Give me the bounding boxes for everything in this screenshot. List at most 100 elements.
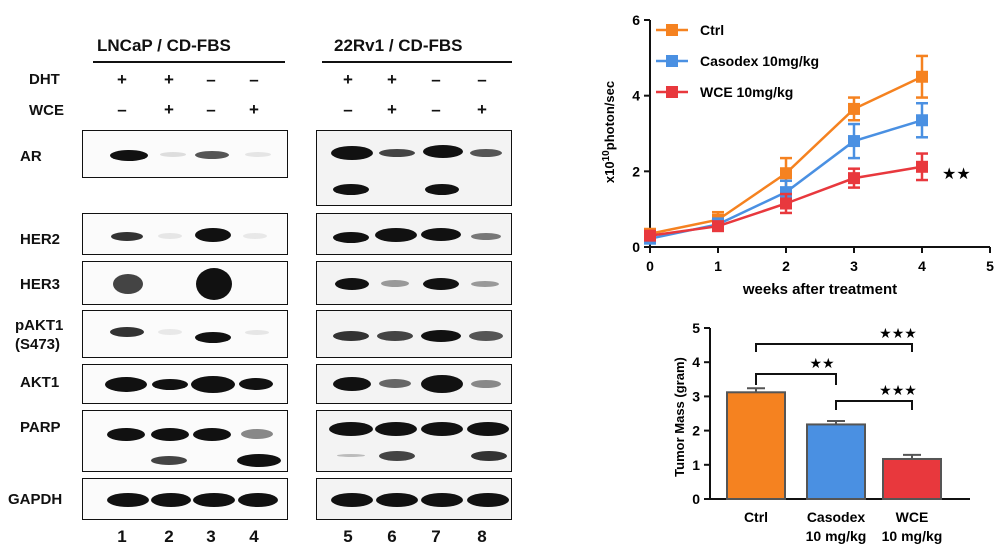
data-point [644, 229, 656, 242]
ylabel-prefix: x10 [602, 161, 617, 183]
band [379, 451, 415, 461]
22rv1-wce-sign: + [387, 100, 397, 119]
wce-label: WCE [29, 102, 64, 119]
x-tick-label: 1 [714, 258, 722, 274]
ylabel-exponent: 10 [601, 150, 612, 162]
band [379, 149, 415, 157]
row-label-gapdh: GAPDH [8, 491, 63, 508]
photon-line-chart: 0 2 4 6 0 1 2 3 4 5 Ctrl Casodex 10mg/kg WCE 10mg/k… [601, 12, 994, 298]
lncap-parp-blot [82, 410, 288, 472]
22rv1-wce-sign: – [431, 100, 441, 119]
line-chart-legend: Ctrl Casodex 10mg/kg WCE 10mg/kg [656, 22, 819, 100]
22rv1-dht-sign: + [387, 70, 397, 89]
band [471, 451, 507, 461]
x-tick-label: WCE [896, 509, 929, 525]
22rv1-wce-sign: – [343, 100, 353, 119]
tumor-mass-bar-chart: 0 1 2 3 4 5 Ctrl Casodex 10 mg/kg WCE 10 mg/kg ★★… [672, 320, 970, 544]
band [193, 428, 231, 441]
lncap-wce-sign: – [117, 100, 127, 119]
lane-number: 3 [206, 527, 216, 546]
y-tick-label: 4 [632, 88, 640, 104]
22rv1-panel-title: 22Rv1 / CD-FBS [334, 36, 463, 55]
x-tick-label: 4 [918, 258, 926, 274]
band [379, 379, 411, 388]
lncap-dht-sign: + [117, 70, 127, 89]
band [151, 456, 187, 465]
band [160, 152, 186, 157]
band [337, 454, 365, 457]
band [425, 184, 459, 195]
x-tick-label: Casodex [807, 509, 866, 525]
band [381, 280, 409, 287]
line-chart-significance: ★★ [942, 166, 971, 183]
band [333, 184, 369, 195]
x-tick-label: 2 [782, 258, 790, 274]
band [158, 233, 182, 239]
band [331, 146, 373, 160]
lane-number: 8 [477, 527, 487, 546]
band [243, 233, 267, 239]
lncap-panel-title: LNCaP / CD-FBS [97, 36, 231, 55]
22rv1-pakt1-blot [316, 310, 512, 358]
band [105, 377, 147, 392]
band [151, 493, 191, 507]
y-tick-label: 0 [692, 491, 700, 507]
significance-bracket [755, 343, 913, 352]
band [333, 377, 371, 391]
y-tick-label: 2 [692, 423, 700, 439]
significance-bracket [755, 373, 837, 385]
legend-marker [666, 86, 678, 98]
band [333, 331, 369, 341]
band [113, 274, 143, 294]
band [421, 228, 461, 241]
band [158, 329, 182, 335]
lane-number: 4 [249, 527, 259, 546]
significance-bracket [835, 400, 913, 410]
band [471, 380, 501, 388]
significance-stars: ★★ [809, 355, 834, 371]
legend-label: Ctrl [700, 22, 724, 38]
lncap-dht-sign: – [249, 70, 259, 89]
band [152, 379, 188, 390]
data-point [916, 114, 928, 127]
band [111, 232, 143, 241]
data-point [780, 197, 792, 210]
band [329, 422, 373, 436]
lncap-dht-sign: – [206, 70, 216, 89]
lncap-pakt1-blot [82, 310, 288, 358]
x-tick-label: 5 [986, 258, 994, 274]
band [195, 228, 231, 242]
row-label-akt1: AKT1 [20, 374, 60, 391]
lncap-her2-blot [82, 213, 288, 255]
band [471, 281, 499, 287]
band [193, 493, 235, 507]
legend-label: WCE 10mg/kg [700, 84, 793, 100]
lncap-title-rule [93, 61, 285, 63]
band [377, 331, 413, 341]
y-tick-label: 3 [692, 388, 700, 404]
band [151, 428, 189, 441]
bar [882, 457, 942, 500]
band [107, 428, 145, 441]
data-point [916, 70, 928, 83]
band [110, 327, 144, 337]
band [471, 233, 501, 240]
band [331, 493, 373, 507]
data-point [848, 135, 860, 148]
band [467, 493, 509, 507]
line-chart-x-axis-label: weeks after treatment [742, 281, 897, 298]
lncap-ar-blot [82, 130, 288, 178]
x-tick-label: 3 [850, 258, 858, 274]
band [195, 332, 231, 343]
y-tick-label: 5 [692, 320, 700, 336]
lane-number: 6 [387, 527, 397, 546]
y-tick-label: 1 [692, 457, 700, 473]
data-point [916, 160, 928, 173]
22rv1-dht-sign: – [477, 70, 487, 89]
x-tick-label: 10 mg/kg [806, 528, 867, 544]
y-tick-label: 6 [632, 12, 640, 28]
band [375, 422, 417, 436]
lncap-wce-sign: + [249, 100, 259, 119]
band [467, 422, 509, 436]
band [423, 278, 459, 290]
